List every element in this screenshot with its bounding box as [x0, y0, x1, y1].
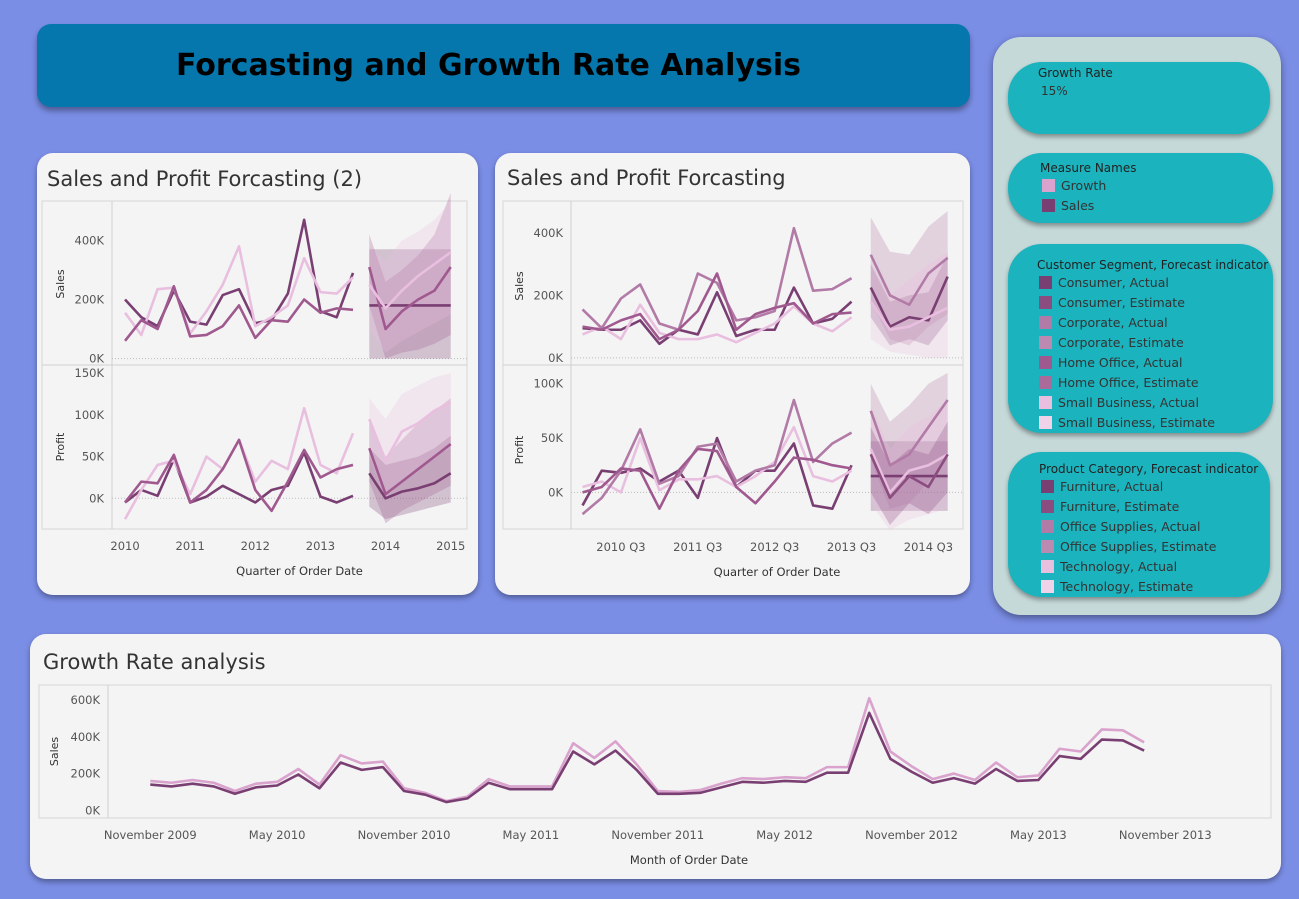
- series-line-growth: [150, 696, 1145, 803]
- forecast-line: [368, 401, 452, 463]
- x-tick-label: 2014 Q3: [904, 540, 953, 554]
- y-tick-label: 400K: [71, 730, 101, 744]
- y-tick-label: 0K: [89, 491, 104, 505]
- chart-card-forcasting-2: Sales and Profit Forcasting (2) 0K 200K 40…: [37, 153, 478, 595]
- forecast-line: [869, 254, 949, 307]
- forecast-line: [869, 276, 949, 328]
- forecast-line: [368, 266, 452, 331]
- y-tick-label: 400K: [75, 233, 105, 247]
- y-axis-label: Profit: [54, 432, 67, 461]
- chart-title: Growth Rate analysis: [43, 650, 266, 674]
- x-tick-label: November 2012: [865, 828, 958, 842]
- x-axis-label: Quarter of Order Date: [714, 565, 841, 579]
- y-tick-label: 200K: [75, 293, 105, 307]
- chart-forcasting-2[interactable]: 0K 200K 400K Sales 0K 50K 100K 150K Profit 2010 20…: [37, 153, 478, 595]
- y-tick-label: 0K: [85, 803, 100, 817]
- x-tick-label: 2015: [436, 539, 465, 553]
- series-line: [124, 438, 354, 513]
- x-tick-label: May 2010: [249, 828, 306, 842]
- forecast-band: [369, 435, 451, 520]
- forecast-band: [369, 202, 451, 353]
- series-line: [581, 226, 853, 332]
- x-tick-label: 2011: [176, 539, 205, 553]
- segment-legend: [1008, 244, 1273, 433]
- legend-sidebar: [993, 37, 1281, 615]
- chart-card-growth-rate: Growth Rate analysis 0K 200K 400K 600K Sales…: [30, 634, 1281, 879]
- y-axis-label: Sales: [513, 271, 526, 301]
- chart-card-forcasting: Sales and Profit Forcasting 0K 200K 400K Sa…: [495, 153, 970, 595]
- forecast-band: [870, 254, 948, 346]
- chart-title: Sales and Profit Forcasting: [507, 166, 786, 190]
- x-tick-label: November 2013: [1119, 828, 1212, 842]
- series-line: [582, 447, 852, 510]
- y-tick-label: 150K: [75, 366, 105, 380]
- x-tick-label: 2010 Q3: [596, 540, 645, 554]
- y-tick-label: 0K: [89, 352, 104, 366]
- series-line: [123, 406, 355, 520]
- x-tick-label: 2013: [306, 539, 335, 553]
- x-axis-label: Month of Order Date: [630, 853, 748, 867]
- forecast-band: [870, 372, 948, 509]
- x-tick-label: 2013 Q3: [827, 540, 876, 554]
- page-title: Forcasting and Growth Rate Analysis: [175, 48, 801, 83]
- series-line: [581, 398, 853, 516]
- x-tick-label: May 2012: [756, 828, 813, 842]
- y-tick-label: 50K: [541, 431, 564, 445]
- x-tick-label: May 2013: [1010, 828, 1067, 842]
- x-tick-label: 2012: [241, 539, 270, 553]
- forecast-line: [368, 443, 452, 496]
- y-tick-label: 100K: [75, 408, 105, 422]
- chart-title: Sales and Profit Forcasting (2): [47, 167, 363, 191]
- x-tick-label: November 2011: [611, 828, 704, 842]
- y-axis-label: Profit: [513, 435, 526, 464]
- y-tick-label: 600K: [71, 693, 101, 707]
- y-axis-label: Sales: [54, 269, 67, 299]
- measure-names-legend: [1008, 153, 1273, 223]
- y-tick-label: 100K: [534, 377, 564, 391]
- series-line: [124, 284, 354, 342]
- y-tick-label: 0K: [548, 351, 563, 365]
- x-tick-label: 2010: [110, 539, 139, 553]
- x-tick-label: 2012 Q3: [750, 540, 799, 554]
- title-banner: Forcasting and Growth Rate Analysis: [37, 24, 970, 107]
- x-axis-label: Quarter of Order Date: [236, 564, 363, 578]
- x-tick-label: November 2010: [358, 828, 451, 842]
- y-tick-label: 50K: [82, 450, 105, 464]
- plot-frame: [38, 684, 1272, 819]
- forecast-line: [869, 448, 949, 494]
- forecast-line: [368, 472, 452, 500]
- chart-growth-rate[interactable]: 0K 200K 400K 600K Sales November 2009 May 2010…: [30, 634, 1281, 879]
- forecast-band: [369, 373, 451, 499]
- y-axis-label: Sales: [48, 737, 61, 767]
- series-line-sales: [150, 711, 1145, 804]
- forecast-band: [369, 193, 451, 359]
- y-tick-label: 400K: [534, 226, 564, 240]
- forecast-band: [870, 211, 948, 346]
- forecast-line: [368, 251, 452, 310]
- y-tick-label: 200K: [71, 767, 101, 781]
- series-line: [582, 272, 852, 341]
- series-line: [582, 303, 853, 344]
- chart-forcasting[interactable]: 0K 200K 400K Sales 0K 50K 100K Profit 2010 Q3 201…: [495, 153, 970, 595]
- growth-rate-parameter[interactable]: [1008, 62, 1270, 134]
- series-line: [124, 451, 354, 504]
- forecast-line: [869, 399, 949, 467]
- y-tick-label: 0K: [548, 485, 563, 499]
- forecast-band: [870, 421, 948, 525]
- x-tick-label: 2011 Q3: [673, 540, 722, 554]
- x-tick-label: 2014: [371, 539, 400, 553]
- forecast-line: [869, 300, 949, 332]
- category-legend: [1008, 452, 1270, 597]
- y-tick-label: 200K: [534, 288, 564, 302]
- x-tick-label: November 2009: [104, 828, 197, 842]
- forecast-line: [869, 453, 949, 500]
- x-tick-label: May 2011: [503, 828, 560, 842]
- series-line: [123, 245, 354, 337]
